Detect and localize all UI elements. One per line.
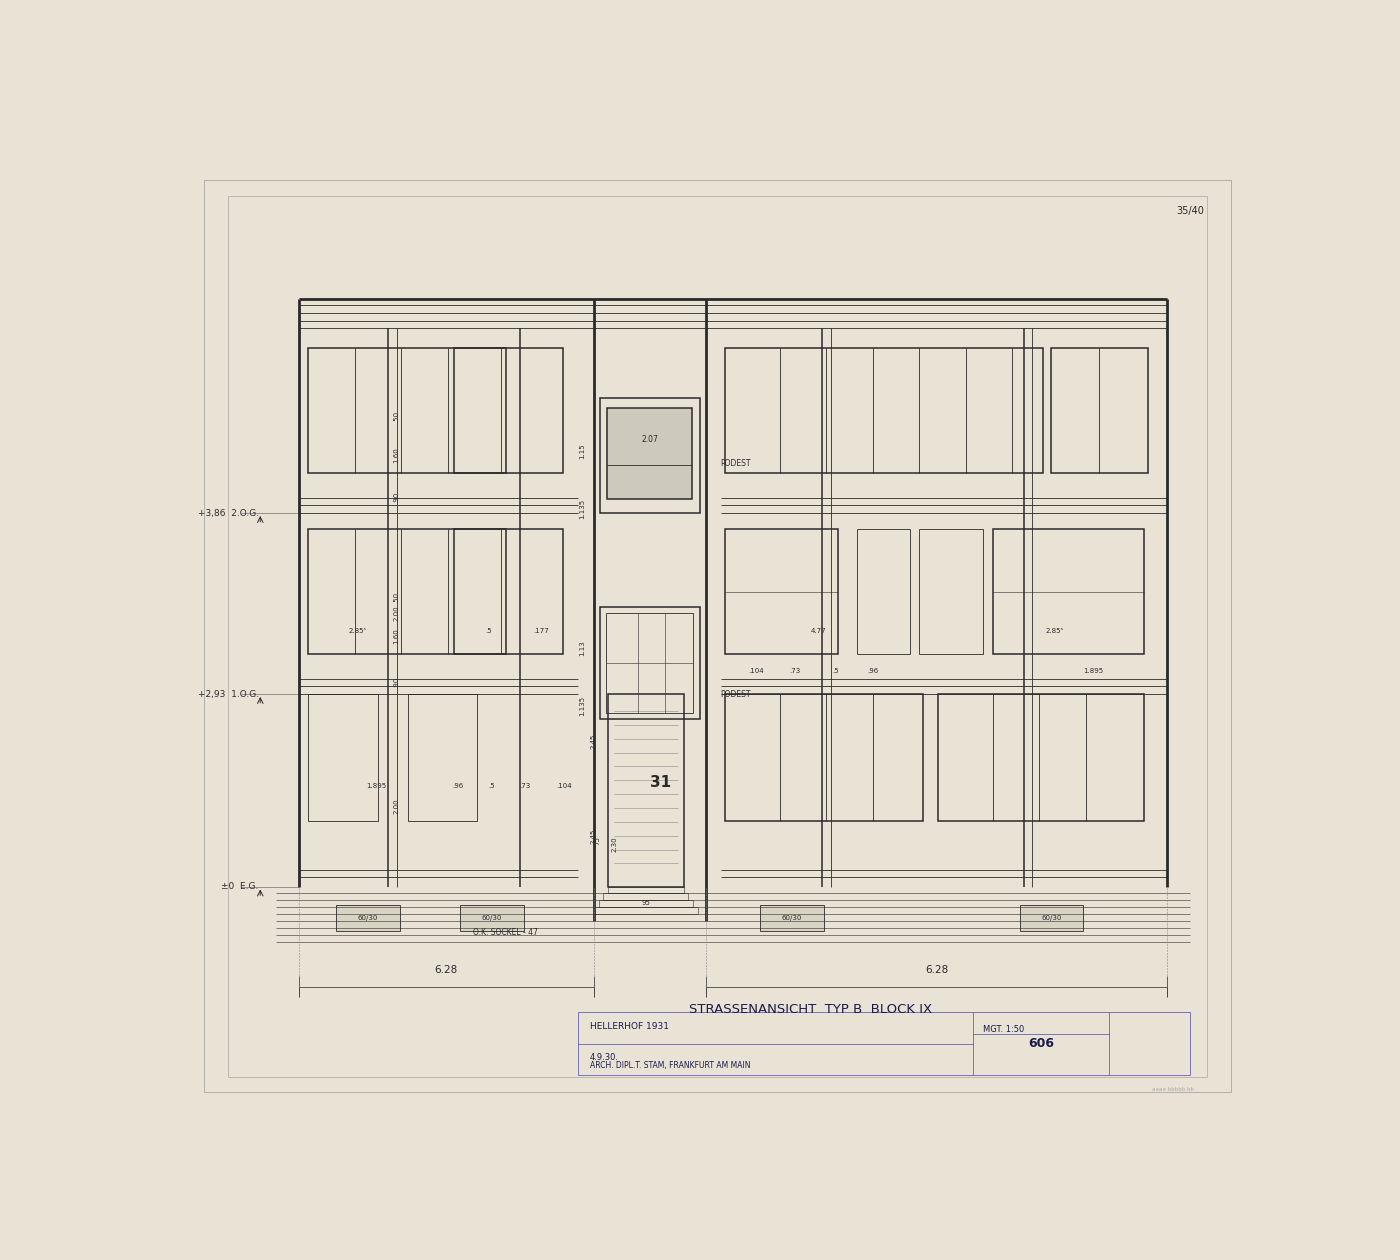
Text: 1.15: 1.15 (580, 444, 585, 460)
Text: .73: .73 (519, 784, 531, 790)
Text: 1.60: 1.60 (393, 447, 399, 464)
Text: 1.135: 1.135 (580, 696, 585, 716)
Text: 60/30: 60/30 (1042, 915, 1061, 921)
Bar (725, 694, 923, 822)
Text: .5: .5 (832, 668, 839, 674)
Text: 60/30: 60/30 (781, 915, 802, 921)
Text: 35/40: 35/40 (1176, 207, 1204, 217)
Bar (454, 348, 563, 472)
Bar (608, 887, 683, 893)
Text: STRASSENANSICHT  TYP B  BLOCK IX: STRASSENANSICHT TYP B BLOCK IX (689, 1003, 932, 1017)
Text: .73: .73 (790, 668, 801, 674)
Text: 2.85ˢ: 2.85ˢ (349, 627, 367, 634)
Bar (918, 529, 983, 654)
Text: .104: .104 (749, 668, 764, 674)
Text: .104: .104 (556, 784, 571, 790)
Bar (608, 694, 683, 887)
Bar (725, 348, 1043, 472)
Bar (760, 905, 823, 931)
Text: .5: .5 (487, 784, 494, 790)
Text: 2.07: 2.07 (641, 436, 658, 445)
Bar (606, 614, 693, 713)
Text: 1.60: 1.60 (393, 629, 399, 644)
Bar (1051, 348, 1148, 472)
Text: 31: 31 (651, 775, 672, 790)
Text: MGT. 1:50: MGT. 1:50 (983, 1024, 1023, 1033)
Bar (407, 694, 477, 822)
Bar (336, 905, 400, 931)
Text: 1.895: 1.895 (1084, 668, 1103, 674)
Text: 1.13: 1.13 (580, 640, 585, 655)
Text: 6.28: 6.28 (434, 965, 458, 975)
Text: 95: 95 (641, 901, 650, 906)
Text: +3,86  2.O.G.: +3,86 2.O.G. (197, 509, 259, 518)
Text: .96: .96 (452, 784, 463, 790)
Text: .90: .90 (393, 677, 399, 688)
Text: HELLERHOF 1931: HELLERHOF 1931 (589, 1022, 669, 1031)
Text: aaaa bbbbb bb: aaaa bbbbb bb (1151, 1086, 1193, 1091)
Text: ARCH. DIPL.T. STAM, FRANKFURT AM MAIN: ARCH. DIPL.T. STAM, FRANKFURT AM MAIN (589, 1061, 750, 1070)
Text: 606: 606 (1029, 1037, 1054, 1050)
Text: .5: .5 (486, 627, 493, 634)
Text: 60/30: 60/30 (482, 915, 503, 921)
Text: .96: .96 (867, 668, 878, 674)
Text: .50: .50 (393, 592, 399, 604)
Text: 2.30: 2.30 (610, 837, 617, 852)
Text: 2.45: 2.45 (591, 735, 596, 750)
Text: 2.00: 2.00 (393, 605, 399, 621)
Bar (725, 529, 837, 654)
Text: 2.45: 2.45 (591, 829, 596, 844)
Bar (599, 901, 693, 907)
Text: .90: .90 (393, 493, 399, 503)
Bar (454, 529, 563, 654)
Bar (603, 893, 689, 901)
Text: 1.135: 1.135 (580, 499, 585, 519)
Text: 75: 75 (595, 835, 601, 844)
Bar (461, 905, 524, 931)
Bar (308, 348, 505, 472)
Bar (308, 529, 505, 654)
Text: 4.77: 4.77 (811, 627, 826, 634)
Text: 60/30: 60/30 (358, 915, 378, 921)
Text: 4.9.30.: 4.9.30. (589, 1053, 619, 1062)
Bar (594, 907, 697, 915)
Text: 1.895: 1.895 (367, 784, 386, 790)
Text: .177: .177 (533, 627, 549, 634)
Text: 2.00: 2.00 (393, 798, 399, 814)
Bar (599, 607, 700, 718)
Bar (993, 529, 1144, 654)
Text: 2.85ˢ: 2.85ˢ (1046, 627, 1064, 634)
Bar (578, 1012, 1190, 1075)
Text: ±0  E.G.: ±0 E.G. (221, 882, 259, 891)
Text: .50: .50 (393, 411, 399, 422)
Bar (608, 408, 692, 499)
Bar (857, 529, 910, 654)
Text: +2,93  1.O.G.: +2,93 1.O.G. (197, 689, 259, 698)
Bar (1019, 905, 1084, 931)
Bar (938, 694, 1144, 822)
Text: 6.28: 6.28 (925, 965, 948, 975)
Text: PODEST: PODEST (720, 459, 750, 467)
Text: O.K. SOCKEL - 47: O.K. SOCKEL - 47 (473, 929, 538, 937)
Bar (308, 694, 378, 822)
Bar (599, 398, 700, 513)
Text: PODEST: PODEST (720, 689, 750, 698)
